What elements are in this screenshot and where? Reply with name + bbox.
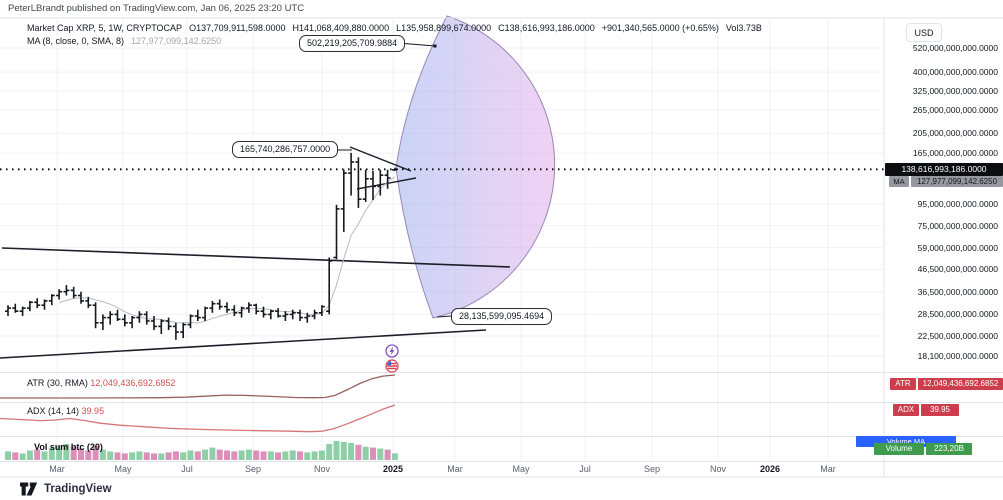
time-axis-month-label: May — [512, 464, 530, 474]
footer-brand-text: TradingView — [44, 483, 112, 495]
price-axis-label: 205,000,000,000.0000 — [912, 128, 998, 138]
time-axis-month-label: Jul — [181, 464, 193, 474]
current-price-badge: 138,616,993,186.0000 — [885, 162, 1003, 176]
price-axis-label: 325,000,000,000.0000 — [912, 86, 998, 96]
atr-pane-header: ATR (30, RMA) 12,049,436,692.6852 — [27, 378, 175, 388]
ma-study-value: 127,977,099,142.6250 — [131, 36, 222, 46]
callout-connector — [436, 315, 452, 318]
candles — [5, 152, 398, 340]
ohlc-open: O137,709,911,598.0000 — [189, 23, 286, 33]
ohlc-low: L135,958,899,674.0000 — [396, 23, 492, 33]
symbol-header-row: Market Cap XRP, 5, 1W, CRYPTOCAP O137,709… — [27, 23, 769, 33]
trendlines[interactable] — [0, 146, 511, 359]
price-axis-label: 265,000,000,000.0000 — [912, 105, 998, 115]
price-axis-label: 22,500,000,000.0000 — [917, 331, 998, 341]
time-axis-month-label: Mar — [49, 464, 65, 474]
atr-value: 12,049,436,692.6852 — [90, 378, 176, 388]
time-axis-month-label: Sep — [643, 464, 661, 474]
price-axis-label: 36,500,000,000.0000 — [917, 287, 998, 297]
projection-fan[interactable] — [395, 15, 556, 319]
time-axis-month-label: Nov — [313, 464, 331, 474]
volume-bars — [5, 441, 398, 461]
price-axis-label: 59,000,000,000.0000 — [917, 243, 998, 253]
adx-badge-value: 39.95 — [921, 404, 959, 416]
atr-badge-tag: ATR — [890, 377, 916, 390]
tradingview-logo-icon — [20, 482, 38, 496]
price-axis-label: 400,000,000,000.0000 — [912, 67, 998, 77]
adx-title[interactable]: ADX (14, 14) — [27, 406, 80, 416]
price-axis-label: 95,000,000,000.0000 — [917, 199, 998, 209]
adx-pane-header: ADX (14, 14) 39.95 — [27, 406, 104, 416]
volume-badge-tag: Volume — [874, 442, 924, 455]
price-axis-label: 75,000,000,000.0000 — [917, 221, 998, 231]
adx-line — [0, 404, 396, 433]
volume-ma-badge: Volume MA — [856, 436, 956, 447]
price-callout-lower[interactable]: 28,135,599,095.4694 — [451, 308, 553, 325]
ma-header-row: MA (8, close, 0, SMA, 8) 127,977,099,142.… — [27, 36, 228, 46]
published-bar: PeterLBrandt published on TradingView.co… — [8, 3, 305, 14]
price-callout-upper[interactable]: 502,219,205,709.9884 — [299, 35, 406, 52]
time-axis-month-label: Jul — [579, 464, 591, 474]
pane-separators — [0, 17, 1003, 478]
volume-badge-value: 223,20B — [926, 442, 972, 455]
adx-value: 39.95 — [81, 406, 105, 416]
time-axis-month-label: Nov — [709, 464, 727, 474]
time-axis-year-label: 2025 — [382, 464, 404, 474]
ohlc-high: H141,068,409,880.0000 — [292, 23, 390, 33]
adx-badge-tag: ADX — [893, 404, 919, 416]
time-axis-month-label: May — [114, 464, 132, 474]
price-axis-label: 28,500,000,000.0000 — [917, 309, 998, 319]
ma-line — [58, 176, 396, 324]
callout-anchor-dot — [433, 44, 437, 48]
price-axis-label: 165,000,000,000.0000 — [912, 148, 998, 158]
volume-pane-header: Vol sum btc (20) — [34, 442, 103, 452]
symbol-title[interactable]: Market Cap XRP, 5, 1W, CRYPTOCAP — [27, 23, 183, 33]
price-callout-mid[interactable]: 165,740,286,757.0000 — [232, 141, 339, 158]
header-volume: Vol3.73B — [725, 23, 762, 33]
ma-badge-tag: MA — [889, 176, 909, 187]
time-axis-month-label: Sep — [244, 464, 262, 474]
ohlc-change: +901,340,565.0000 (+0.65%) — [601, 23, 719, 33]
time-axis-month-label: Mar — [447, 464, 463, 474]
currency-button[interactable]: USD — [906, 23, 942, 42]
ma-badge-value: 127,977,099,142.6250 — [911, 176, 1003, 187]
price-axis-label: 46,500,000,000.0000 — [917, 264, 998, 274]
price-axis-label: 520,000,000,000.0000 — [912, 43, 998, 53]
flag-event-icon[interactable] — [385, 359, 399, 373]
atr-title[interactable]: ATR (30, RMA) — [27, 378, 88, 388]
atr-badge-value: 12,049,436,692.6852 — [918, 377, 1003, 390]
ohlc-close: C138,616,993,186.0000 — [498, 23, 595, 33]
footer-brand[interactable]: TradingView — [20, 482, 112, 496]
volume-title[interactable]: Vol sum btc (20) — [34, 442, 103, 452]
time-axis-month-label: Mar — [820, 464, 836, 474]
atr-line — [0, 374, 396, 399]
time-axis-year-label: 2026 — [759, 464, 781, 474]
ma-study-title[interactable]: MA (8, close, 0, SMA, 8) — [27, 36, 125, 46]
price-axis-label: 18,100,000,000.0000 — [917, 351, 998, 361]
lightning-event-icon[interactable] — [385, 344, 399, 358]
